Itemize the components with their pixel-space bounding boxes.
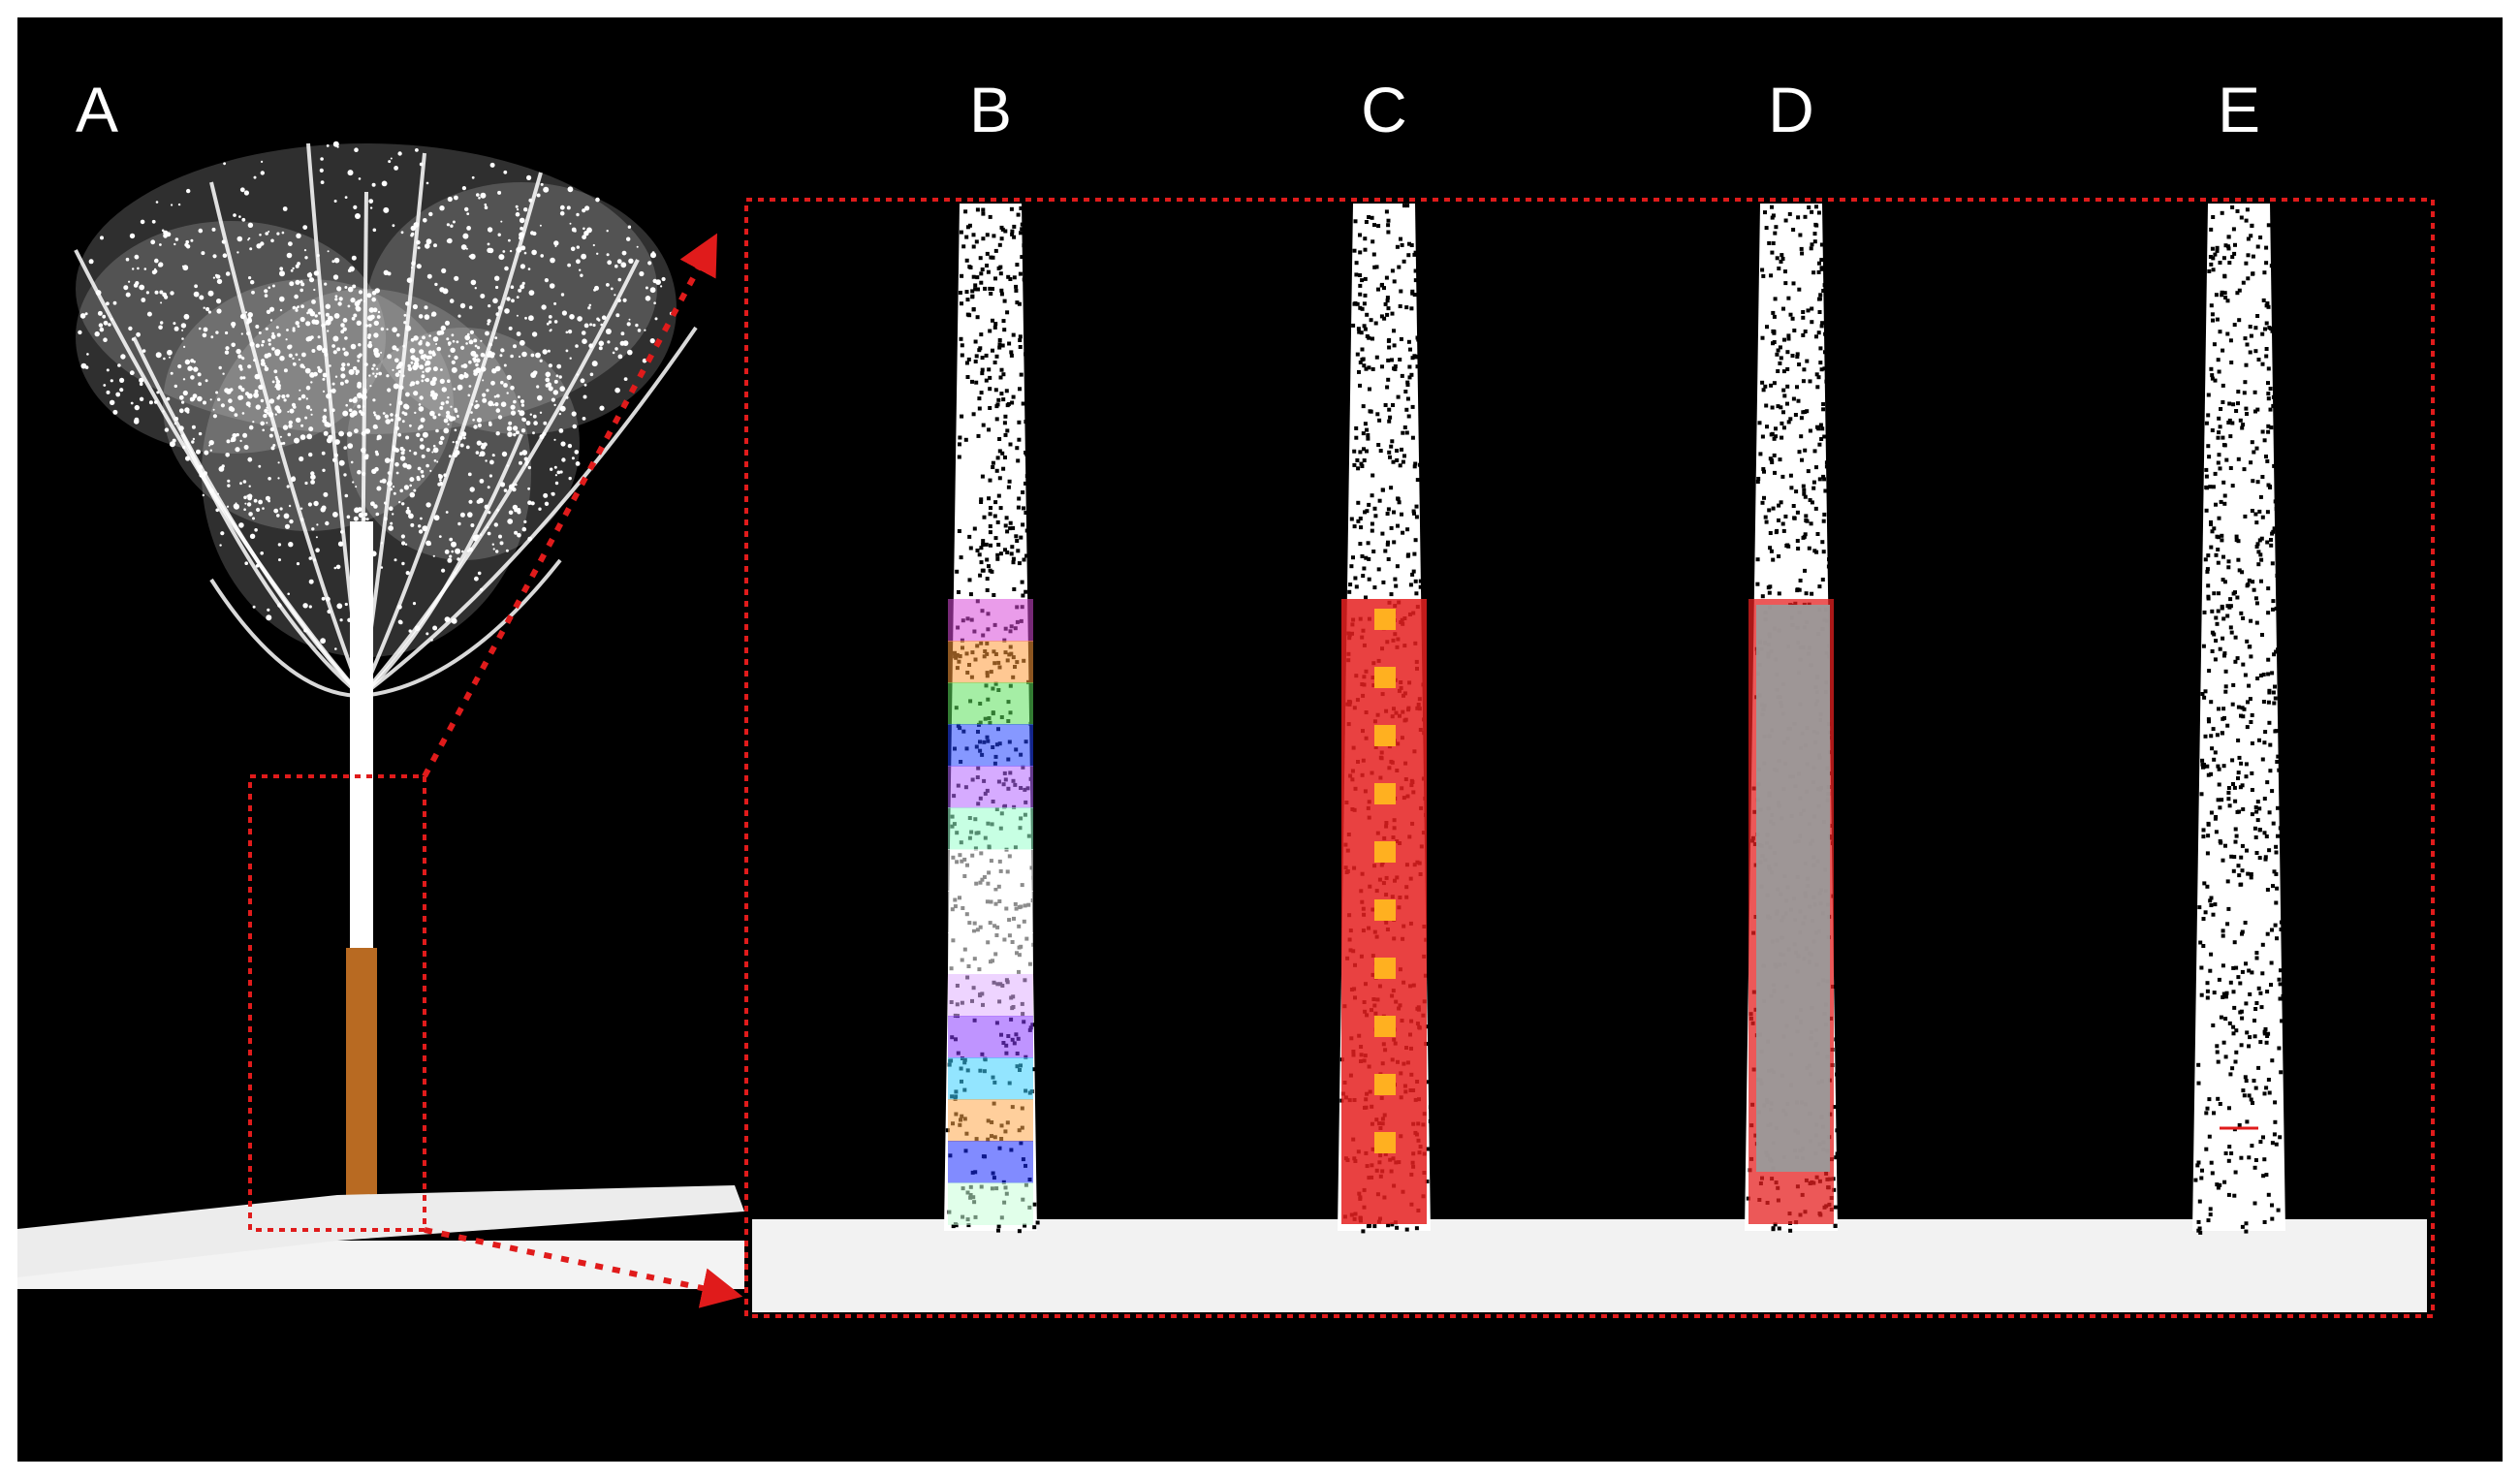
lidar-figure: A B C D E — [17, 17, 2503, 1462]
stem-point-clouds — [944, 204, 2285, 1235]
enlarged-ground-point-cloud — [752, 1219, 2427, 1312]
panel-label-c: C — [1361, 74, 1407, 145]
zoom-connector-bottom-arrow — [424, 1227, 743, 1308]
zoom-region-outline — [248, 774, 426, 1232]
panel-label-e: E — [2217, 74, 2261, 145]
panel-label-b: B — [968, 74, 1013, 145]
panel-label-a: A — [75, 74, 119, 145]
enlarged-view-frame — [744, 198, 2435, 1318]
panel-label-d: D — [1768, 74, 1814, 145]
panel-a-full-tree-point-cloud — [74, 141, 698, 1224]
zoom-connector-top-arrow — [422, 233, 717, 778]
point-cloud-scene — [17, 141, 2435, 1318]
panel-a-ground-slope — [17, 1185, 744, 1277]
